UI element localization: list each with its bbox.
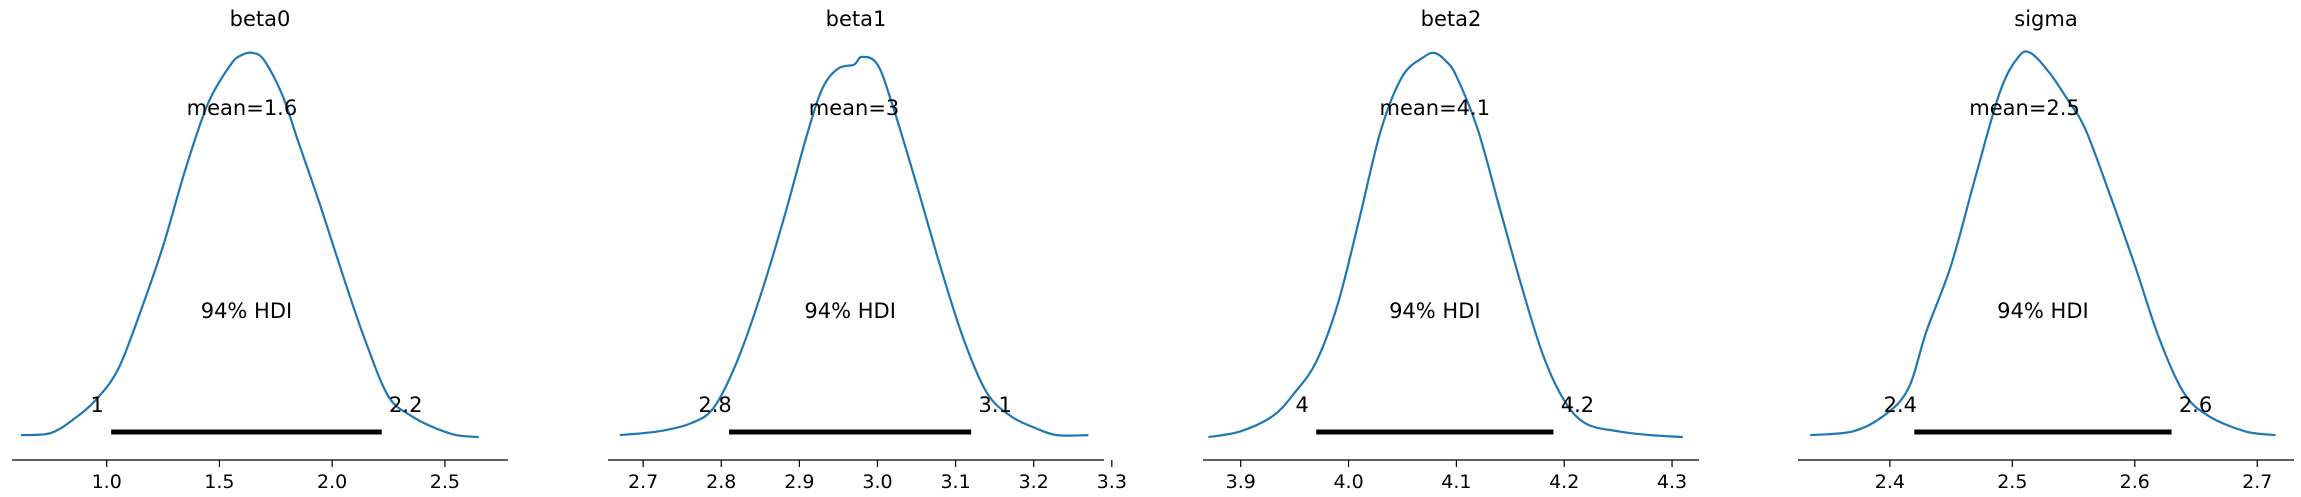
x-tick-label: 2.5 (430, 471, 460, 493)
hdi-lower-label: 2.8 (698, 393, 731, 417)
x-tick-label: 2.6 (2120, 471, 2150, 493)
mean-label: mean=1.6 (187, 96, 298, 120)
x-tick-label: 1.5 (204, 471, 234, 493)
x-tick-label: 2.5 (1997, 471, 2027, 493)
hdi-lower-label: 4 (1296, 393, 1309, 417)
x-tick-label: 3.3 (1097, 471, 1127, 493)
hdi-upper-label: 4.2 (1561, 393, 1594, 417)
hdi-lower-label: 1 (91, 393, 104, 417)
hdi-label: 94% HDI (804, 299, 896, 323)
density-panel-sigma: sigma mean=2.5 94% HDI 2.4 2.6 2.4 2.5 2.6 2.7 (1798, 7, 2294, 493)
panel-title: beta0 (230, 7, 291, 31)
mean-label: mean=4.1 (1380, 96, 1491, 120)
density-panel-beta0: beta0 mean=1.6 94% HDI 1 2.2 1.0 1.5 2.0 2.5 (12, 7, 508, 493)
density-panel-beta1: beta1 mean=3 94% HDI 2.8 3.1 2.7 2.8 2.9 3.0 3.1 3… (608, 7, 1127, 493)
hdi-upper-label: 2.6 (2179, 393, 2212, 417)
hdi-upper-label: 3.1 (979, 393, 1012, 417)
hdi-upper-label: 2.2 (389, 393, 422, 417)
x-tick-label: 1.0 (92, 471, 122, 493)
x-tick-label: 4.0 (1333, 471, 1363, 493)
mean-label: mean=2.5 (1969, 96, 2080, 120)
x-tick-label: 2.9 (784, 471, 814, 493)
panel-title: beta1 (826, 7, 887, 31)
panel-title: sigma (2014, 7, 2077, 31)
x-tick-label: 3.0 (862, 471, 892, 493)
density-panel-beta2: beta2 mean=4.1 94% HDI 4 4.2 3.9 4.0 4.1 4.2 4.3 (1203, 7, 1699, 493)
x-tick-label: 4.1 (1441, 471, 1471, 493)
x-tick-label: 3.9 (1226, 471, 1256, 493)
x-tick-label: 2.0 (317, 471, 347, 493)
density-curve (1208, 51, 1683, 439)
x-tick-label: 2.7 (628, 471, 658, 493)
hdi-lower-label: 2.4 (1884, 393, 1917, 417)
panel-title: beta2 (1421, 7, 1482, 31)
density-curve (1810, 50, 2276, 437)
hdi-label: 94% HDI (201, 299, 293, 323)
mean-label: mean=3 (809, 96, 900, 120)
x-tick-label: 2.7 (2242, 471, 2272, 493)
x-tick-label: 4.2 (1549, 471, 1579, 493)
density-curve (20, 51, 479, 439)
x-tick-label: 2.4 (1875, 471, 1905, 493)
density-curve (619, 55, 1089, 437)
x-tick-label: 4.3 (1657, 471, 1687, 493)
x-tick-label: 3.2 (1019, 471, 1049, 493)
x-tick-label: 3.1 (940, 471, 970, 493)
hdi-label: 94% HDI (1389, 299, 1481, 323)
hdi-label: 94% HDI (1997, 299, 2089, 323)
x-tick-label: 2.8 (706, 471, 736, 493)
